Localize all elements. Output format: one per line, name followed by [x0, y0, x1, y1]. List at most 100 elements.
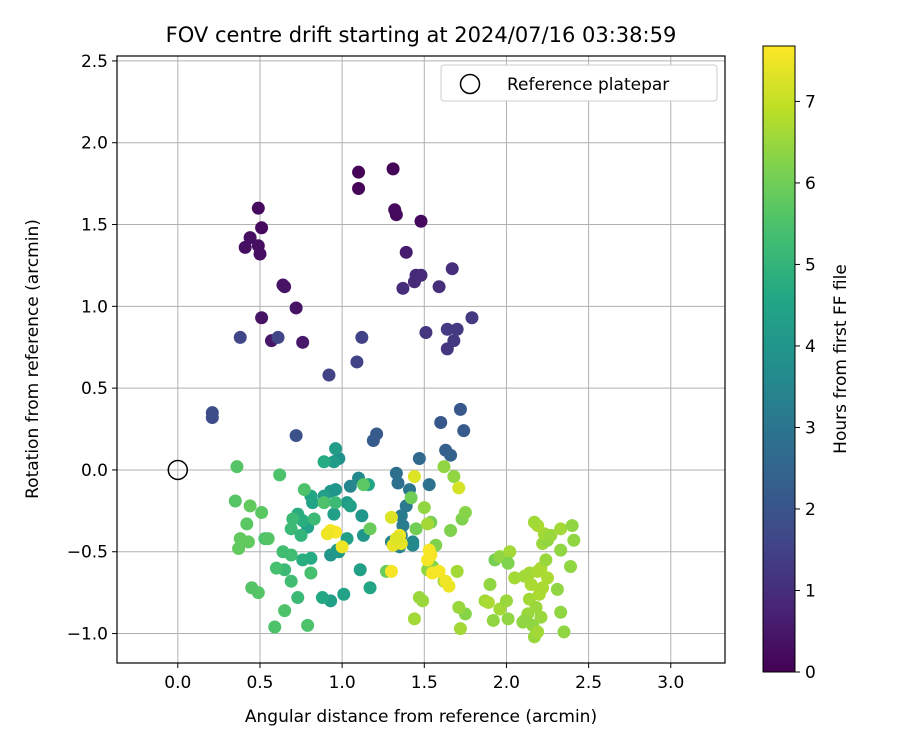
- data-point: [269, 561, 283, 575]
- data-point: [363, 522, 377, 536]
- data-point: [350, 355, 364, 369]
- data-point: [315, 591, 329, 605]
- data-point: [386, 162, 400, 176]
- data-point: [343, 499, 357, 513]
- data-point: [389, 532, 403, 546]
- colorbar-tick-label: 5: [805, 255, 816, 275]
- data-point: [447, 469, 461, 483]
- data-point: [541, 571, 555, 585]
- data-point: [389, 208, 403, 222]
- legend-marker: [459, 73, 481, 95]
- x-tick-label: 0.0: [164, 673, 191, 693]
- plot-frame: [116, 55, 726, 664]
- data-point: [327, 455, 341, 469]
- data-point: [243, 231, 257, 245]
- y-tick-label: −0.5: [67, 543, 108, 563]
- data-point: [296, 553, 310, 567]
- data-point: [384, 564, 398, 578]
- data-point: [421, 517, 435, 531]
- data-point: [503, 545, 517, 559]
- data-point: [434, 415, 448, 429]
- grid-lines: [117, 56, 725, 663]
- legend: Reference platepar: [440, 64, 718, 102]
- data-point: [284, 574, 298, 588]
- data-point: [307, 512, 321, 526]
- chart-title: FOV centre drift starting at 2024/07/16 …: [166, 23, 677, 47]
- data-point: [255, 311, 269, 325]
- data-point: [536, 581, 550, 595]
- data-point: [407, 469, 421, 483]
- data-point: [564, 559, 578, 573]
- data-point: [516, 615, 530, 629]
- data-point: [243, 499, 257, 513]
- data-point: [276, 545, 290, 559]
- data-point: [291, 591, 305, 605]
- data-point: [327, 507, 341, 521]
- data-point: [544, 528, 558, 542]
- data-point: [527, 515, 541, 529]
- data-point: [241, 535, 255, 549]
- data-point: [524, 577, 538, 591]
- data-point: [304, 566, 318, 580]
- data-point: [278, 280, 292, 294]
- data-point: [440, 322, 454, 336]
- y-tick-label: 0.0: [81, 461, 108, 481]
- x-axis-label: Angular distance from reference (arcmin): [245, 707, 597, 727]
- y-tick-label: 0.5: [81, 379, 108, 399]
- data-point: [554, 543, 568, 557]
- data-point: [465, 311, 479, 325]
- data-point: [412, 591, 426, 605]
- data-point: [297, 483, 311, 497]
- data-point: [412, 451, 426, 465]
- x-tick-label: 2.5: [575, 673, 602, 693]
- data-point: [329, 442, 343, 456]
- data-point: [289, 301, 303, 315]
- data-point: [406, 538, 420, 552]
- x-tick-label: 1.0: [329, 673, 356, 693]
- x-tick-label: 0.5: [246, 673, 273, 693]
- colorbar-tick-label: 4: [805, 337, 816, 357]
- data-point: [251, 586, 265, 600]
- data-point: [294, 528, 308, 542]
- colorbar-tick-label: 7: [805, 92, 816, 112]
- data-point: [550, 582, 564, 596]
- y-tick-label: 2.5: [81, 52, 108, 72]
- data-point: [366, 433, 380, 447]
- data-point: [335, 540, 349, 554]
- data-point: [432, 280, 446, 294]
- data-point: [355, 330, 369, 344]
- data-point: [534, 610, 548, 624]
- colorbar-tick-label: 3: [805, 418, 816, 438]
- colorbar-gradient: [762, 45, 796, 673]
- data-point: [317, 496, 331, 510]
- data-point: [261, 532, 275, 546]
- x-tick-label: 1.5: [411, 673, 438, 693]
- data-point: [343, 479, 357, 493]
- data-point: [320, 527, 334, 541]
- data-point: [452, 600, 466, 614]
- data-point: [409, 522, 423, 536]
- colorbar-label: Hours from first FF file: [831, 264, 851, 454]
- data-points: [205, 162, 581, 644]
- data-point: [453, 402, 467, 416]
- y-axis-label: Rotation from reference (arcmin): [23, 219, 43, 499]
- data-point: [565, 519, 579, 533]
- data-point: [486, 613, 500, 627]
- data-point: [251, 201, 265, 215]
- data-point: [337, 587, 351, 601]
- data-point: [233, 330, 247, 344]
- data-point: [356, 478, 370, 492]
- y-tick-label: −1.0: [67, 625, 108, 645]
- data-point: [230, 460, 244, 474]
- data-point: [399, 245, 413, 259]
- data-point: [240, 517, 254, 531]
- colorbar: 0 1 2 3 4 5 6 7 Hours from first FF file: [762, 45, 851, 683]
- data-point: [457, 424, 471, 438]
- data-point: [238, 240, 252, 254]
- data-point: [352, 165, 366, 179]
- data-point: [529, 600, 543, 614]
- data-point: [228, 494, 242, 508]
- y-tick-label: 2.0: [81, 134, 108, 154]
- data-point: [301, 618, 315, 632]
